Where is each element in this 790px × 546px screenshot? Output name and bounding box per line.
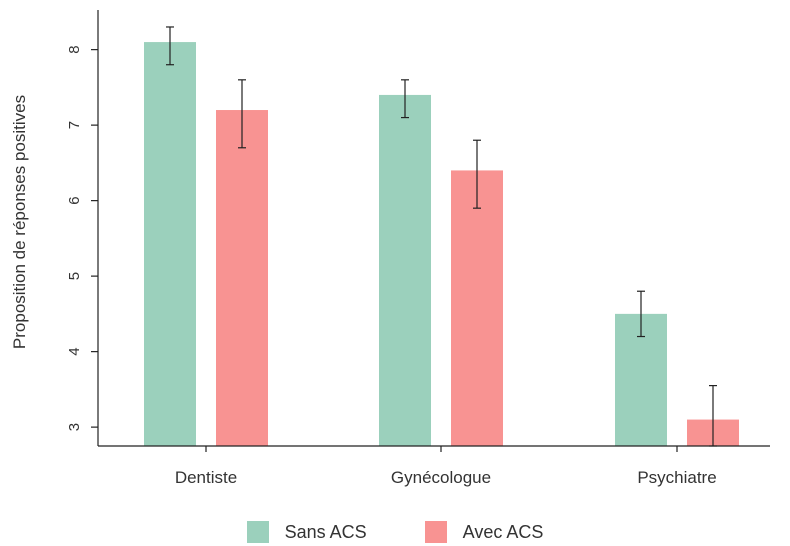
bar-avec-acs-gynécologue: [451, 170, 503, 447]
error-bar-avec-acs-dentiste: [238, 79, 246, 149]
y-tick-label-8: 8: [66, 45, 83, 53]
axes-group: 3 4 5 6 7 8 Dentiste Gynécologue Psychiatre: [66, 10, 770, 487]
bar-avec-acs-dentiste: [216, 110, 268, 447]
y-tick-label-3: 3: [66, 423, 83, 431]
y-axis-title: Proposition de réponses positives: [10, 95, 29, 349]
legend-swatch-sans-acs: [246, 521, 269, 543]
legend-label-sans-acs: Sans ACS: [284, 521, 367, 542]
x-tick-label-gynécologue: Gynécologue: [391, 468, 491, 487]
bars-group: [144, 42, 739, 447]
y-tick-label-7: 7: [66, 121, 83, 129]
error-bars-group: [166, 26, 717, 447]
error-bar-avec-acs-gynécologue: [473, 139, 481, 209]
error-bar-sans-acs-psychiatre: [637, 290, 645, 338]
x-tick-label-dentiste: Dentiste: [175, 468, 237, 487]
y-tick-label-6: 6: [66, 196, 83, 204]
error-bar-sans-acs-dentiste: [166, 26, 174, 66]
y-tick-label-5: 5: [66, 272, 83, 280]
bar-sans-acs-gynécologue: [379, 94, 431, 447]
error-bar-sans-acs-gynécologue: [401, 79, 409, 119]
legend-item-sans-acs: Sans ACS: [246, 521, 367, 543]
bar-sans-acs-dentiste: [144, 42, 196, 446]
legend-swatch-avec-acs: [424, 521, 447, 543]
legend-label-avec-acs: Avec ACS: [462, 521, 544, 542]
legend-item-avec-acs: Avec ACS: [424, 521, 544, 543]
x-tick-label-psychiatre: Psychiatre: [637, 468, 716, 487]
legend: Sans ACS Avec ACS: [0, 518, 790, 546]
y-tick-label-4: 4: [66, 347, 83, 355]
